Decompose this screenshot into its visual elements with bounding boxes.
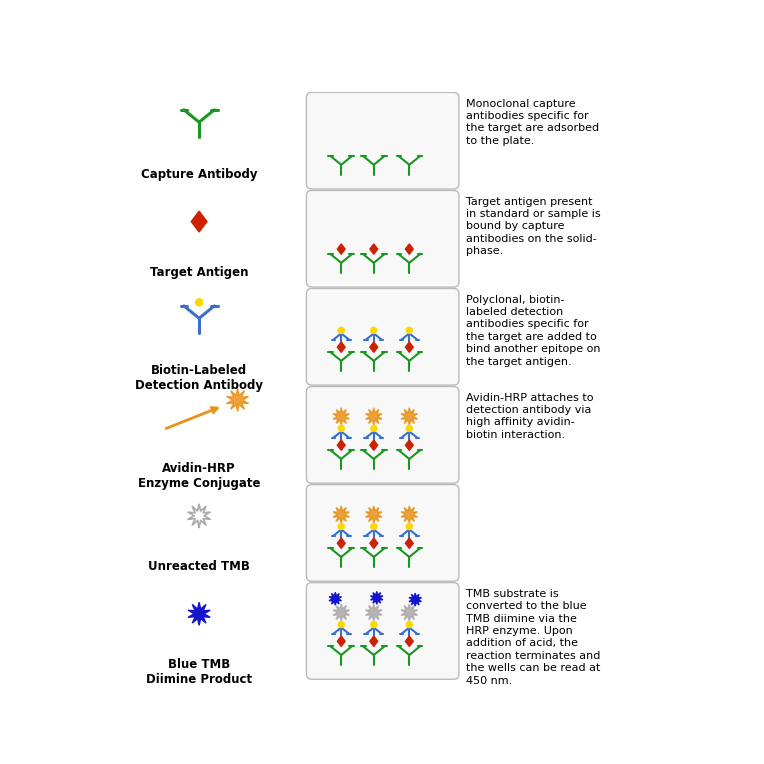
FancyBboxPatch shape <box>306 583 459 679</box>
Circle shape <box>338 523 345 529</box>
Circle shape <box>371 621 377 627</box>
Polygon shape <box>371 591 383 604</box>
Circle shape <box>406 426 413 432</box>
FancyBboxPatch shape <box>306 289 459 385</box>
Polygon shape <box>191 211 207 232</box>
Text: Target antigen present
in standard or sample is
bound by capture
antibodies on t: Target antigen present in standard or sa… <box>465 196 601 256</box>
Text: Target Antigen: Target Antigen <box>150 266 248 279</box>
Polygon shape <box>370 244 377 254</box>
Text: Avidin-HRP attaches to
detection antibody via
high affinity avidin-
biotin inter: Avidin-HRP attaches to detection antibod… <box>465 393 593 440</box>
Circle shape <box>338 621 345 627</box>
Text: TMB substrate is
converted to the blue
TMB diimine via the
HRP enzyme. Upon
addi: TMB substrate is converted to the blue T… <box>465 589 600 685</box>
Polygon shape <box>329 592 342 605</box>
Polygon shape <box>406 636 413 646</box>
Polygon shape <box>406 440 413 450</box>
Polygon shape <box>401 506 418 523</box>
Text: Biotin-Labeled
Detection Antibody: Biotin-Labeled Detection Antibody <box>135 364 263 392</box>
Text: Blue TMB
Diimine Product: Blue TMB Diimine Product <box>146 659 252 686</box>
Circle shape <box>338 426 345 432</box>
FancyBboxPatch shape <box>306 484 459 581</box>
Polygon shape <box>365 604 382 621</box>
FancyBboxPatch shape <box>306 387 459 483</box>
Text: Avidin-HRP
Enzyme Conjugate: Avidin-HRP Enzyme Conjugate <box>138 462 261 490</box>
Polygon shape <box>338 244 345 254</box>
Polygon shape <box>227 389 248 412</box>
Text: Unreacted TMB: Unreacted TMB <box>148 560 250 573</box>
Polygon shape <box>333 408 349 425</box>
Circle shape <box>406 327 413 333</box>
Polygon shape <box>370 342 377 352</box>
Polygon shape <box>333 506 349 523</box>
Polygon shape <box>370 538 377 549</box>
Polygon shape <box>365 506 382 523</box>
Polygon shape <box>406 342 413 352</box>
Polygon shape <box>338 440 345 450</box>
Polygon shape <box>401 408 418 425</box>
Polygon shape <box>401 604 418 621</box>
Polygon shape <box>338 538 345 549</box>
Polygon shape <box>365 408 382 425</box>
Circle shape <box>338 327 345 333</box>
Polygon shape <box>338 636 345 646</box>
Text: Polyclonal, biotin-
labeled detection
antibodies specific for
the target are add: Polyclonal, biotin- labeled detection an… <box>465 295 600 367</box>
Polygon shape <box>333 604 349 621</box>
Polygon shape <box>370 636 377 646</box>
Circle shape <box>406 621 413 627</box>
Polygon shape <box>406 244 413 254</box>
Circle shape <box>371 426 377 432</box>
FancyBboxPatch shape <box>306 92 459 189</box>
Circle shape <box>371 327 377 333</box>
FancyBboxPatch shape <box>306 190 459 287</box>
Polygon shape <box>406 538 413 549</box>
Polygon shape <box>338 342 345 352</box>
Circle shape <box>406 523 413 529</box>
Polygon shape <box>370 440 377 450</box>
Circle shape <box>196 299 202 306</box>
Text: Capture Antibody: Capture Antibody <box>141 168 257 181</box>
Text: Monoclonal capture
antibodies specific for
the target are adsorbed
to the plate.: Monoclonal capture antibodies specific f… <box>465 99 599 146</box>
Polygon shape <box>188 602 210 625</box>
Circle shape <box>371 523 377 529</box>
Polygon shape <box>409 593 422 606</box>
